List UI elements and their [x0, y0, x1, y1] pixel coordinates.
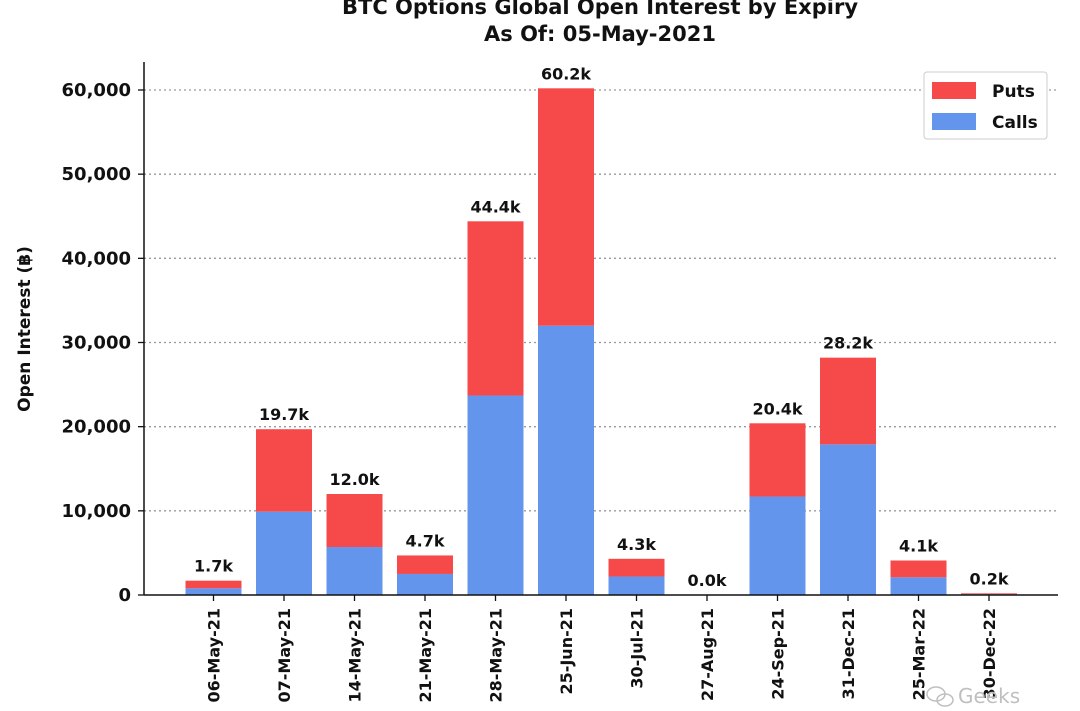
bar-puts — [538, 88, 594, 326]
bar-puts — [820, 357, 876, 445]
x-tick-label: 27-Aug-21 — [698, 608, 717, 701]
y-axis-ticks: 0 10,000 20,000 30,000 40,000 50,000 60,000 — [62, 80, 144, 606]
bar-calls — [185, 588, 242, 595]
bar-calls — [538, 325, 594, 595]
y-axis-label: Open Interest (฿) — [15, 246, 35, 412]
bar-total-label: 19.7k — [259, 405, 309, 424]
bar-calls — [326, 547, 383, 595]
y-tick-label: 30,000 — [62, 333, 131, 354]
bar-calls — [749, 496, 806, 595]
x-tick-label: 06-May-21 — [205, 608, 224, 702]
y-tick-label: 0 — [118, 585, 131, 606]
legend-swatch-calls — [932, 113, 976, 130]
bar-calls — [467, 395, 524, 595]
bar-puts — [890, 560, 947, 578]
legend-label-puts: Puts — [992, 82, 1035, 102]
legend-swatch-puts — [932, 82, 976, 99]
x-tick-label: 30-Dec-22 — [980, 608, 999, 699]
legend: Puts Calls — [923, 71, 1048, 140]
bar-puts — [185, 580, 242, 589]
bar-total-label: 44.4k — [470, 197, 520, 216]
x-tick-label: 30-Jul-21 — [628, 608, 647, 689]
bar-calls — [890, 577, 947, 595]
bar-calls — [608, 576, 665, 595]
x-tick-label: 25-Jun-21 — [557, 608, 576, 695]
x-tick-label: 14-May-21 — [346, 608, 365, 702]
bar-total-label: 1.7k — [194, 557, 233, 576]
bar-calls — [820, 444, 876, 595]
bar-total-label: 60.2k — [541, 64, 591, 83]
y-tick-label: 10,000 — [62, 501, 131, 522]
y-tick-label: 40,000 — [62, 248, 131, 269]
gridlines — [144, 89, 1058, 512]
bar-puts — [749, 423, 806, 497]
bar-total-label: 12.0k — [329, 470, 379, 489]
x-tick-label: 24-Sep-21 — [769, 608, 788, 700]
bar-total-label: 4.3k — [617, 535, 656, 554]
bar-calls — [256, 511, 312, 595]
legend-label-calls: Calls — [992, 113, 1038, 133]
bar-puts — [961, 593, 1017, 595]
x-tick-label: 07-May-21 — [275, 608, 294, 702]
bar-total-label: 0.0k — [688, 571, 727, 590]
bar-total-label: 0.2k — [970, 569, 1009, 588]
data-labels: 1.7k 19.7k 12.0k 4.7k 44.4k 60.2k 4.3k 0.0k 20.4… — [194, 64, 1009, 590]
y-tick-label: 20,000 — [62, 417, 131, 438]
bar-total-label: 20.4k — [752, 399, 802, 418]
bar-calls — [397, 573, 453, 595]
bar-puts — [608, 558, 665, 577]
watermark-text: Geeks — [958, 684, 1020, 708]
y-tick-label: 60,000 — [62, 80, 131, 101]
x-axis-ticks: 06-May-21 07-May-21 14-May-21 21-May-21 28-M… — [205, 595, 999, 702]
x-tick-label: 21-May-21 — [416, 608, 435, 702]
x-tick-label: 28-May-21 — [487, 608, 506, 702]
bar-total-label: 4.1k — [899, 536, 938, 555]
chart-title: BTC Options Global Open Interest by Expi… — [342, 0, 858, 19]
x-tick-label: 31-Dec-21 — [839, 608, 858, 699]
chart-subtitle: As Of: 05-May-2021 — [484, 22, 716, 46]
bar-puts — [397, 555, 453, 574]
wechat-icon — [926, 686, 954, 707]
y-tick-label: 50,000 — [62, 164, 131, 185]
bars — [185, 88, 1017, 595]
bar-total-label: 4.7k — [406, 531, 445, 550]
bar-puts — [467, 221, 524, 396]
bar-total-label: 28.2k — [823, 334, 873, 353]
bar-puts — [256, 429, 312, 512]
bar-puts — [326, 494, 383, 548]
x-tick-label: 25-Mar-22 — [910, 608, 929, 700]
